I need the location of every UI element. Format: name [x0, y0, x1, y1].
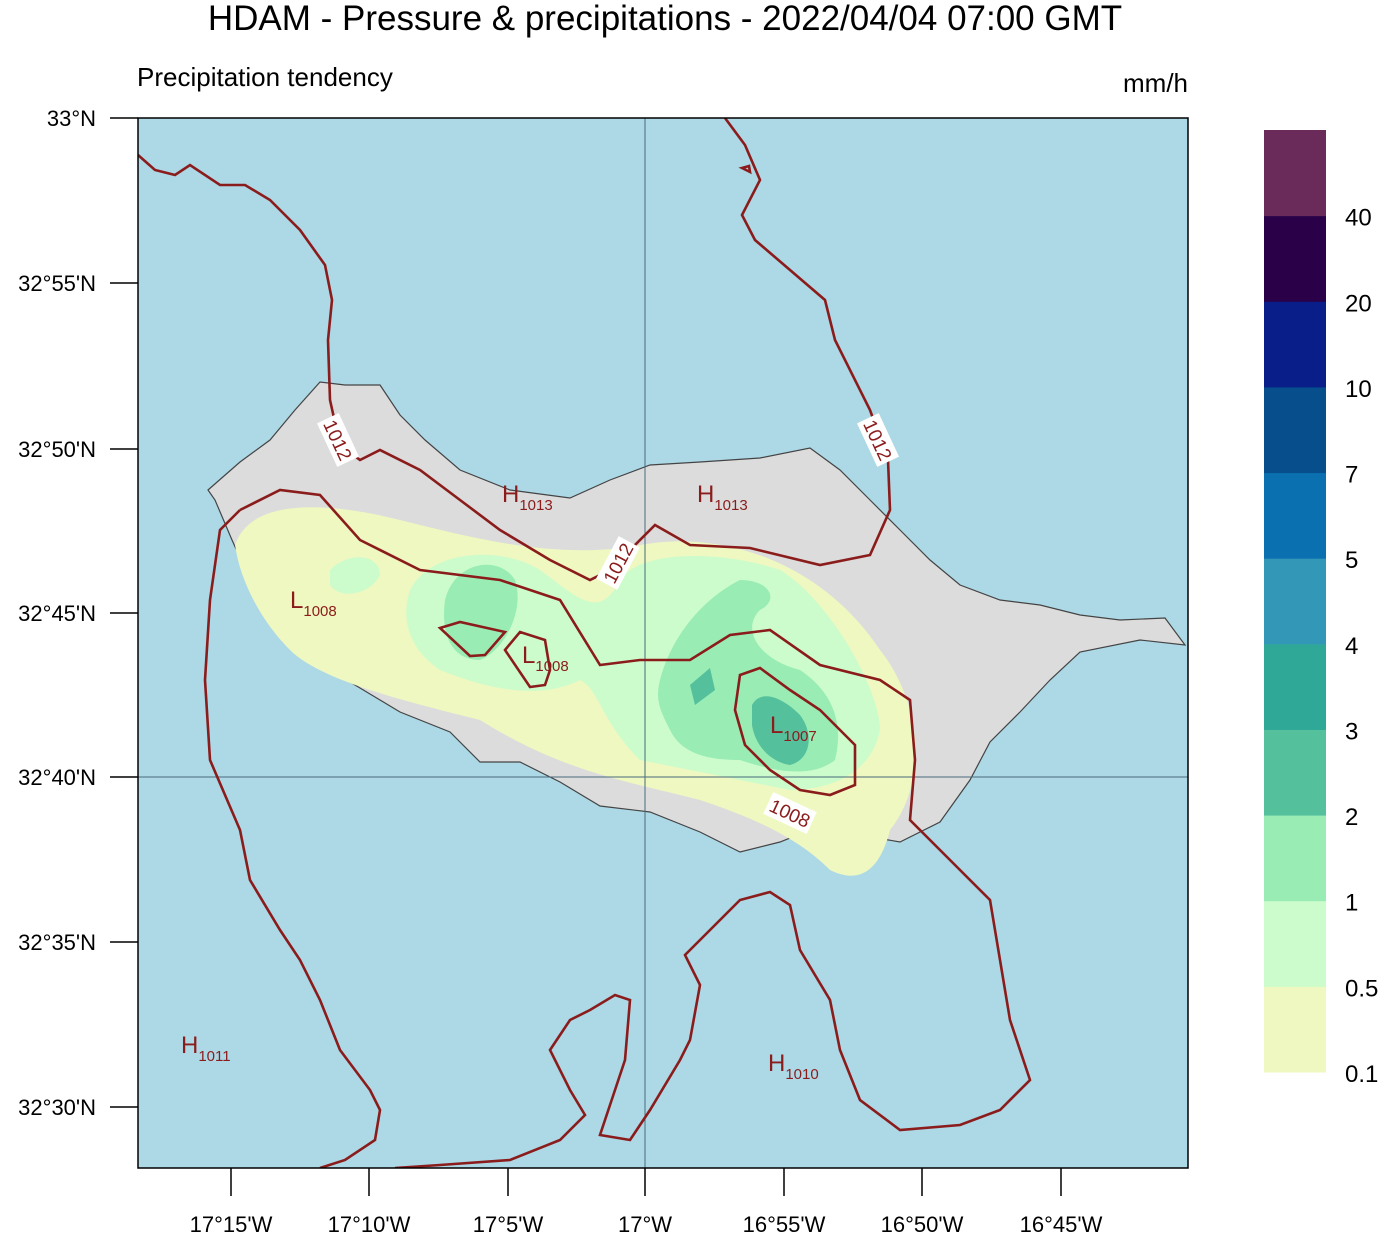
colorbar-swatch	[1264, 900, 1326, 987]
pressure-value: 1008	[535, 658, 568, 675]
lon-tick-label: 16°55'W	[743, 1212, 826, 1234]
colorbar-label: 2	[1345, 804, 1358, 831]
lat-tick-label: 32°40'N	[18, 765, 96, 790]
colorbar-label: 0.1	[1345, 1061, 1378, 1088]
pressure-center: L1008	[290, 587, 337, 620]
colorbar-swatch	[1264, 986, 1326, 1073]
pressure-center: H1011	[181, 1032, 231, 1065]
pressure-value: 1008	[303, 603, 336, 620]
colorbar-label: 1	[1345, 890, 1358, 917]
precip-green	[444, 564, 839, 772]
pressure-letter: L	[522, 642, 535, 669]
lon-tick-label: 17°5'W	[473, 1212, 544, 1234]
pressure-letter: H	[768, 1050, 785, 1077]
pressure-center: H1013	[697, 481, 748, 514]
colorbar-label: 3	[1345, 718, 1358, 745]
pressure-letter: L	[290, 587, 303, 614]
pressure-center: H1013	[502, 481, 553, 514]
pressure-value: 1010	[785, 1066, 818, 1083]
colorbar-label: 4	[1345, 633, 1358, 660]
colorbar-swatch	[1264, 815, 1326, 902]
pressure-value: 1013	[714, 497, 747, 514]
isobar-label-bg	[596, 536, 640, 590]
lat-tick-label: 32°55'N	[18, 271, 96, 296]
pressure-center: L1008	[522, 642, 569, 675]
map-area	[138, 118, 1188, 1168]
pressure-letter: H	[697, 481, 714, 508]
colorbar-swatch	[1264, 472, 1326, 559]
pressure-letter: H	[181, 1032, 198, 1059]
lon-tick-label: 16°50'W	[881, 1212, 964, 1234]
pressure-value: 1013	[519, 497, 552, 514]
colorbar-swatch	[1264, 301, 1326, 388]
map-title: HDAM - Pressure & precipitations - 2022/…	[208, 0, 1122, 38]
lon-tick-label: 17°W	[618, 1212, 672, 1234]
lon-tick-label: 16°45'W	[1020, 1212, 1103, 1234]
colorbar-label: 0.5	[1345, 975, 1378, 1002]
colorbar-swatch	[1264, 643, 1326, 730]
pressure-letter: L	[770, 712, 783, 739]
colorbar-label: 40	[1345, 205, 1372, 232]
lat-tick-label: 32°50'N	[18, 437, 96, 462]
colorbar-swatch	[1264, 386, 1326, 474]
colorbar-swatch	[1264, 729, 1326, 816]
colorbar-label: 20	[1345, 290, 1372, 317]
unit: mm/h	[1123, 68, 1188, 98]
isobar-label-bg	[856, 413, 900, 467]
pressure-value: 1011	[198, 1048, 230, 1065]
lon-tick-label: 17°10'W	[328, 1212, 411, 1234]
subtitle: Precipitation tendency	[137, 62, 393, 92]
lat-tick-label: 33°N	[47, 106, 96, 131]
map-frame	[137, 117, 1189, 1169]
isobars	[138, 118, 1032, 1168]
pressure-value: 1007	[783, 728, 816, 745]
colorbar-swatch	[1264, 215, 1326, 302]
precip-teal	[690, 668, 809, 765]
colorbar-label: 5	[1345, 547, 1358, 574]
colorbar-label: 10	[1345, 376, 1372, 403]
lon-tick-label: 17°15'W	[190, 1212, 273, 1234]
pressure-center: L1007	[770, 712, 817, 745]
lat-tick-label: 32°45'N	[18, 601, 96, 626]
colorbar-swatch	[1264, 130, 1326, 217]
pressure-letter: H	[502, 481, 519, 508]
pressure-center: H1010	[768, 1050, 819, 1083]
lat-tick-label: 32°30'N	[18, 1095, 96, 1120]
isobar-label-bg	[316, 413, 360, 467]
lat-tick-label: 32°35'N	[18, 930, 96, 955]
colorbar-swatch	[1264, 558, 1326, 645]
colorbar-label: 7	[1345, 462, 1358, 489]
isobar-label-bg	[763, 791, 817, 835]
